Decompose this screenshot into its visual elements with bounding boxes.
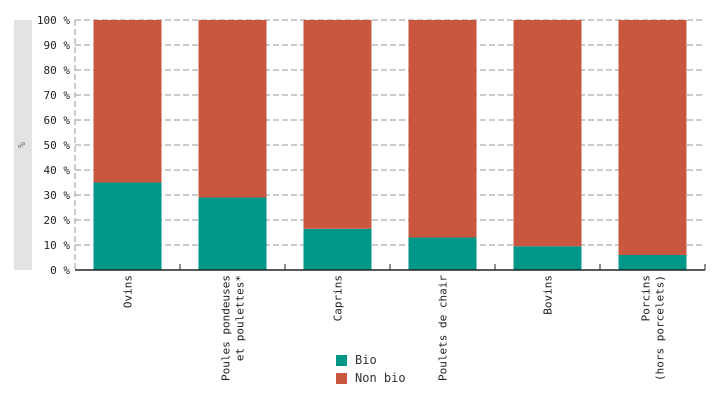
y-tick-label-90: 90 %	[44, 39, 71, 52]
bar-bio-4	[514, 246, 582, 270]
bar-non-bio-1	[199, 20, 267, 198]
y-tick-label-20: 20 %	[44, 214, 71, 227]
x-category-label-4-0: Bovins	[542, 275, 555, 315]
x-category-label-5-0: Porcins	[640, 275, 653, 321]
x-category-label-3-0: Poulets de chair	[437, 275, 450, 381]
gridlines	[75, 20, 705, 270]
bar-non-bio-3	[409, 20, 477, 238]
y-tick-label-50: 50 %	[44, 139, 71, 152]
bar-non-bio-5	[619, 20, 687, 255]
x-category-label-2-0: Caprins	[332, 275, 345, 321]
bar-bio-0	[94, 183, 162, 271]
legend-label-non-bio: Non bio	[355, 371, 406, 385]
legend-swatch-bio	[336, 355, 347, 366]
y-tick-label-10: 10 %	[44, 239, 71, 252]
bar-bio-5	[619, 255, 687, 270]
y-tick-label-80: 80 %	[44, 64, 71, 77]
y-tick-label-0: 0 %	[50, 264, 70, 277]
x-category-label-1-1: et poulettes*	[234, 275, 247, 361]
bar-bio-3	[409, 238, 477, 271]
bar-non-bio-2	[304, 20, 372, 229]
legend: Bio Non bio	[336, 351, 406, 387]
y-tick-label-30: 30 %	[44, 189, 71, 202]
bar-non-bio-0	[94, 20, 162, 183]
legend-label-bio: Bio	[355, 353, 377, 367]
y-unit-label: %	[17, 142, 28, 148]
legend-item-bio: Bio	[336, 351, 406, 369]
legend-swatch-non-bio	[336, 373, 347, 384]
legend-item-non-bio: Non bio	[336, 369, 406, 387]
y-tick-label-40: 40 %	[44, 164, 71, 177]
x-category-label-5-1: (hors porcelets)	[654, 275, 667, 381]
y-tick-label-100: 100 %	[37, 14, 70, 27]
bar-bio-1	[199, 198, 267, 271]
y-axis-ticks: 0 % 10 % 20 % 30 % 40 % 50 % 60 % 70 % 80 % 90 % 1…	[37, 14, 70, 277]
bar-non-bio-4	[514, 20, 582, 246]
y-tick-label-60: 60 %	[44, 114, 71, 127]
y-tick-label-70: 70 %	[44, 89, 71, 102]
bar-bio-2	[304, 229, 372, 270]
x-category-label-1-0: Poules pondeuses	[220, 275, 233, 381]
x-category-label-0-0: Ovins	[122, 275, 135, 308]
